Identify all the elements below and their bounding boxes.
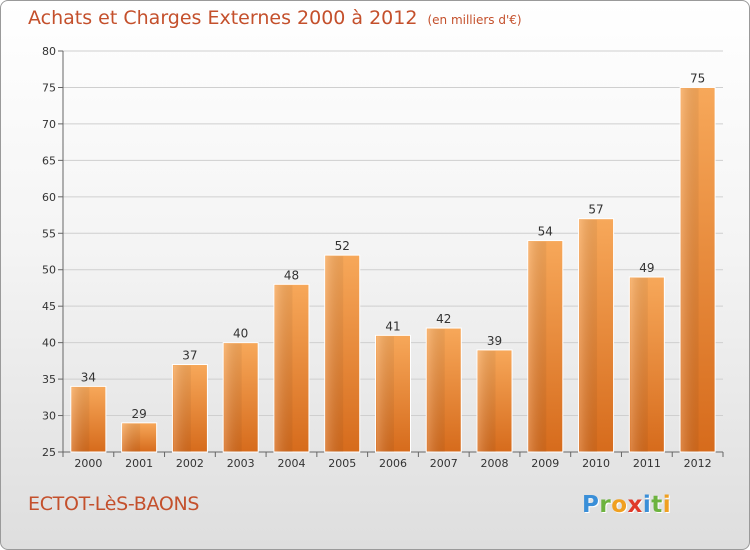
bar-value-label: 40 bbox=[233, 327, 248, 341]
bar-highlight bbox=[579, 219, 598, 452]
bar-highlight bbox=[325, 256, 344, 452]
logo-letter: i bbox=[642, 492, 652, 518]
y-tick-label: 75 bbox=[42, 81, 56, 94]
x-tick-label: 2004 bbox=[277, 457, 305, 470]
logo-letter: t bbox=[651, 492, 663, 518]
y-tick-label: 45 bbox=[42, 300, 56, 313]
x-tick-label: 2010 bbox=[582, 457, 610, 470]
x-tick-label: 2006 bbox=[379, 457, 407, 470]
commune-name: ECTOT-LèS-BAONS bbox=[28, 493, 200, 515]
title-row: Achats et Charges Externes 2000 à 2012 (e… bbox=[28, 7, 522, 29]
bar-value-label: 48 bbox=[284, 268, 299, 282]
x-tick-label: 2002 bbox=[176, 457, 204, 470]
x-tick-label: 2005 bbox=[328, 457, 356, 470]
bar-highlight bbox=[122, 423, 141, 452]
bar-value-label: 34 bbox=[81, 370, 96, 384]
y-tick-label: 30 bbox=[42, 410, 56, 423]
bar-value-label: 57 bbox=[588, 203, 603, 217]
bar-value-label: 42 bbox=[436, 312, 451, 326]
bar-value-label: 41 bbox=[385, 319, 400, 333]
bar-value-label: 37 bbox=[182, 349, 197, 363]
logo-letter: P bbox=[582, 492, 600, 518]
bars bbox=[70, 86, 716, 453]
y-tick-label: 50 bbox=[42, 264, 56, 277]
labels: 2000 34 2001 29 2002 37 2003 40 2004 48 2005 52 2006… bbox=[74, 71, 711, 470]
y-tick-label: 70 bbox=[42, 118, 56, 131]
bar-highlight bbox=[681, 88, 699, 453]
bar-value-label: 29 bbox=[132, 407, 147, 421]
x-tick-label: 2008 bbox=[481, 457, 509, 470]
bar-highlight bbox=[427, 329, 445, 452]
logo-letter: o bbox=[611, 492, 628, 518]
logo-letter: x bbox=[627, 492, 643, 518]
bar-value-label: 49 bbox=[639, 261, 654, 275]
x-tick-label: 2003 bbox=[227, 457, 255, 470]
bar-highlight bbox=[630, 278, 648, 452]
y-tick-label: 60 bbox=[42, 191, 56, 204]
y-tick-label: 80 bbox=[42, 45, 56, 58]
y-tick-label: 40 bbox=[42, 337, 56, 350]
bar-value-label: 75 bbox=[690, 71, 705, 85]
logo-letter: i bbox=[662, 492, 672, 518]
bar-highlight bbox=[274, 285, 293, 452]
chart-subtitle: (en milliers d'€) bbox=[427, 13, 522, 27]
x-tick-label: 2012 bbox=[684, 457, 712, 470]
x-tick-label: 2000 bbox=[74, 457, 102, 470]
bar-highlight bbox=[224, 343, 242, 452]
y-tick-label: 65 bbox=[42, 154, 56, 167]
logo-letter: r bbox=[599, 492, 612, 518]
bar-highlight bbox=[376, 336, 394, 452]
bar-value-label: 52 bbox=[335, 239, 350, 253]
chart-title: Achats et Charges Externes 2000 à 2012 bbox=[28, 7, 418, 29]
x-tick-label: 2001 bbox=[125, 457, 153, 470]
bar-highlight bbox=[71, 387, 90, 452]
x-tick-label: 2011 bbox=[633, 457, 661, 470]
proxiti-logo: Proxiti bbox=[582, 492, 671, 518]
bar-highlight bbox=[528, 241, 547, 452]
y-tick-label: 25 bbox=[42, 446, 56, 459]
y-tick-label: 35 bbox=[42, 373, 56, 386]
y-tick-label: 55 bbox=[42, 227, 56, 240]
bar-value-label: 39 bbox=[487, 334, 502, 348]
bar-highlight bbox=[478, 350, 496, 452]
bar-highlight bbox=[173, 365, 191, 452]
x-tick-label: 2007 bbox=[430, 457, 458, 470]
bar-value-label: 54 bbox=[538, 225, 553, 239]
x-tick-label: 2009 bbox=[531, 457, 559, 470]
